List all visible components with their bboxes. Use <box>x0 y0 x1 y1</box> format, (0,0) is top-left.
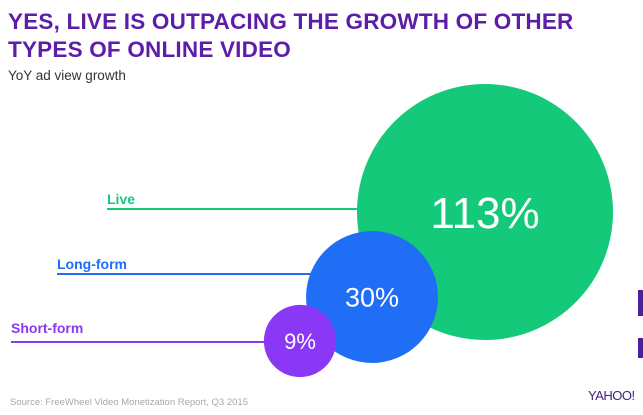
yahoo-logo: YAHOO! <box>588 388 635 403</box>
value-label-short-form: 9% <box>284 329 316 354</box>
bubble-long-form <box>306 231 438 363</box>
category-label-long-form: Long-form <box>57 256 127 272</box>
page-title: YES, LIVE IS OUTPACING THE GROWTH OF OTH… <box>8 9 574 62</box>
edge-mark-bottom <box>638 338 643 358</box>
source-note: Source: FreeWheel Video Monetization Rep… <box>10 397 248 408</box>
bubble-short-form <box>263 304 337 378</box>
value-label-long-form: 30% <box>345 283 399 313</box>
chart-subtitle: YoY ad view growth <box>8 68 126 83</box>
category-label-live: Live <box>107 191 135 207</box>
edge-mark-top <box>638 290 643 316</box>
value-label-live: 113% <box>430 189 539 238</box>
category-label-short-form: Short-form <box>11 320 83 336</box>
